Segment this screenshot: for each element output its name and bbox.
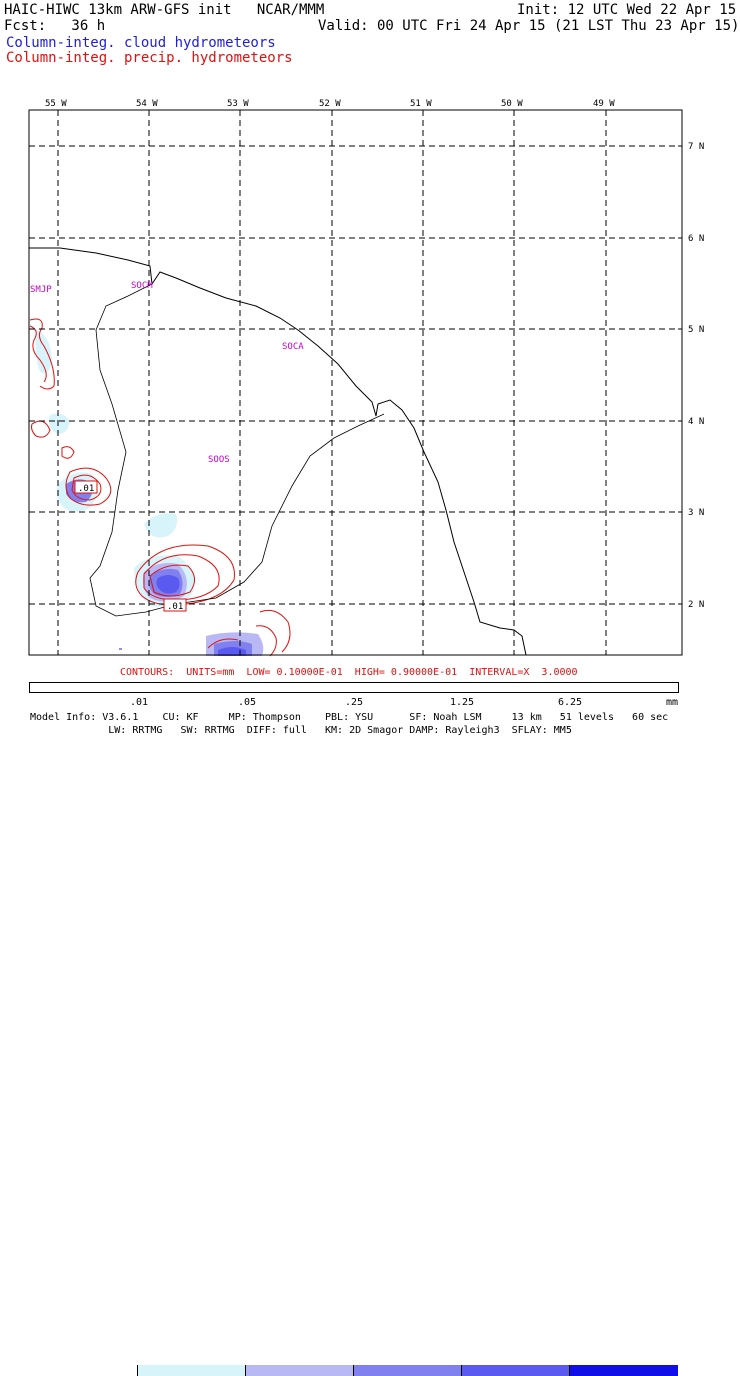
legend-precip-hydrometeors: Column-integ. precip. hydrometeors [6, 50, 293, 66]
map-frame [28, 109, 683, 656]
legend-cloud-hydrometeors: Column-integ. cloud hydrometeors [6, 35, 276, 51]
latitude-labels: 7 N 6 N 5 N 4 N 3 N 2 N [688, 142, 704, 610]
longitude-labels: 55 W 54 W 53 W 52 W 51 W 50 W 49 W [45, 99, 615, 109]
colorbar-cell [570, 1365, 678, 1376]
lon-label: 51 W [410, 99, 432, 109]
lon-label: 49 W [593, 99, 615, 109]
axis-ticks [57, 110, 682, 605]
lat-label: 2 N [688, 600, 704, 610]
init-time: Init: 12 UTC Wed 22 Apr 15 [517, 2, 737, 18]
colorbar-cell [462, 1365, 570, 1376]
country-borders [89, 283, 385, 617]
colorbar-tick: 1.25 [450, 697, 475, 708]
model-info-line2: LW: RRTMG SW: RRTMG DIFF: full KM: 2D Sm… [30, 725, 572, 736]
lat-label: 4 N [688, 417, 704, 427]
station-label: SMJP [30, 285, 52, 295]
station-labels: SMJP SOCM SOCA SOOS [30, 281, 304, 465]
colorbar [29, 682, 679, 1376]
station-label: SOCA [282, 342, 304, 352]
lon-label: 55 W [45, 99, 67, 109]
forecast-hour: Fcst: 36 h [4, 18, 106, 34]
lat-label: 5 N [688, 325, 704, 335]
contour-label: .01 [78, 484, 94, 494]
lon-label: 50 W [501, 99, 523, 109]
valid-time: Valid: 00 UTC Fri 24 Apr 15 (21 LST Thu … [318, 18, 740, 34]
colorbar-tick: .01 [130, 697, 149, 708]
colorbar-unit: mm [666, 697, 679, 708]
precip-contours [29, 318, 291, 657]
coastline [29, 247, 527, 656]
lon-label: 53 W [227, 99, 249, 109]
colorbar-tick: .25 [345, 697, 364, 708]
contours-info: CONTOURS: UNITS=mm LOW= 0.10000E-01 HIGH… [120, 667, 578, 678]
map-plot: 55 W 54 W 53 W 52 W 51 W 50 W 49 W 7 N 6… [28, 99, 704, 657]
colorbar-tick: 6.25 [558, 697, 583, 708]
contour-value-labels: .01 .01 [74, 480, 187, 612]
contour-label: .01 [167, 602, 183, 612]
lat-lon-grid [29, 110, 682, 655]
lat-label: 3 N [688, 508, 704, 518]
lat-label: 6 N [688, 234, 704, 244]
station-label: SOOS [208, 455, 230, 465]
plot-title: HAIC-HIWC 13km ARW-GFS init NCAR/MMM [4, 2, 325, 18]
lon-label: 52 W [319, 99, 341, 109]
colorbar-cell [246, 1365, 354, 1376]
lat-label: 7 N [688, 142, 704, 152]
colorbar-cell [138, 1365, 246, 1376]
model-info-line1: Model Info: V3.6.1 CU: KF MP: Thompson P… [30, 712, 669, 723]
colorbar-cell [30, 1365, 138, 1376]
lon-label: 54 W [136, 99, 158, 109]
colorbar-cell [354, 1365, 462, 1376]
colorbar-tick: .05 [238, 697, 257, 708]
station-label: SOCM [131, 281, 153, 291]
